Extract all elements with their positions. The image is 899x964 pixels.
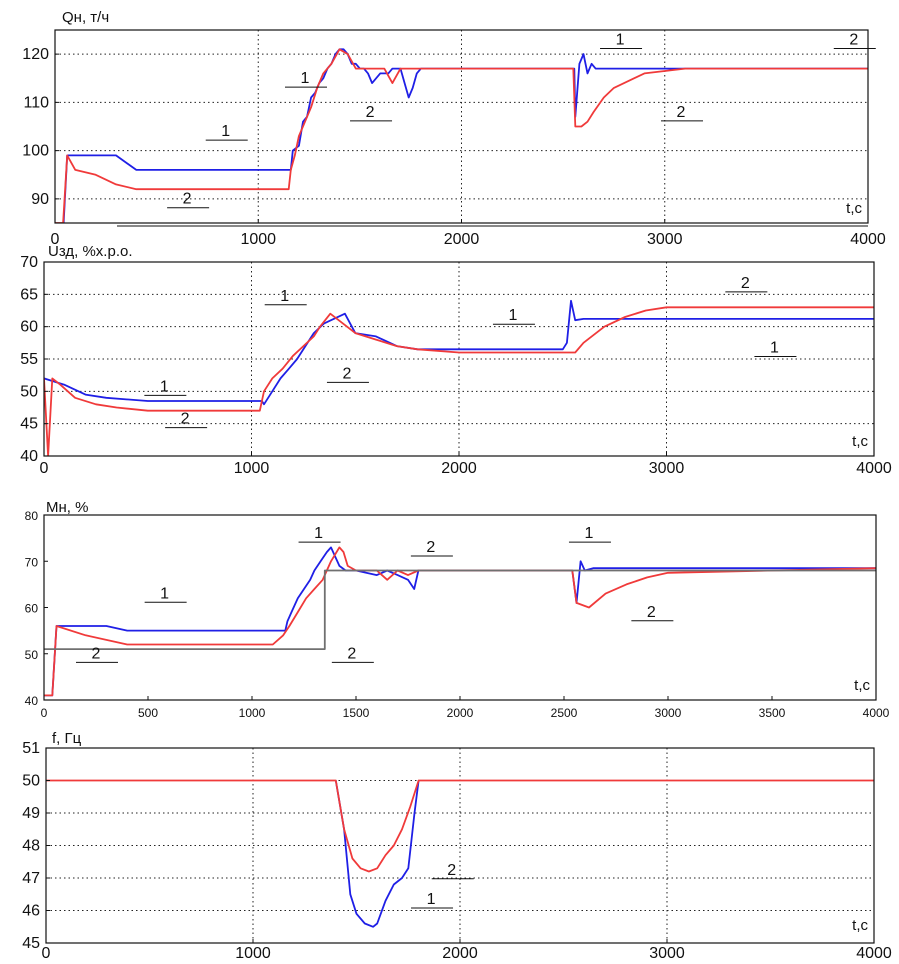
x-tick-label: 1500 [343, 706, 370, 720]
x-tick-label: 4000 [863, 706, 890, 720]
x-axis-label: t,c [852, 433, 868, 450]
y-tick-label: 110 [23, 94, 49, 111]
chart-panel-4: f, Гц 45 46 47 48 49 50 51 0 1000 2000 3000 4000 t,c 2… [22, 730, 892, 962]
y-tick-label: 100 [22, 143, 49, 160]
x-tick-label: 0 [41, 706, 48, 720]
y-tick-label: 50 [25, 648, 39, 662]
x-axis-label: t,c [854, 677, 870, 694]
y-tick-label: 55 [20, 351, 38, 368]
x-tick-label: 3000 [649, 945, 685, 959]
series-line-reference [44, 569, 876, 650]
series-annotation: 2 [741, 275, 750, 292]
x-tick-label: 1000 [239, 706, 266, 720]
x-tick-label: 2000 [441, 460, 477, 477]
series-line-series2 [44, 546, 876, 697]
plot-frame [54, 29, 869, 224]
y-tick-label: 70 [20, 254, 38, 271]
series-annotation: 1 [314, 525, 323, 542]
series-annotation: 2 [849, 31, 858, 48]
x-tick-label: 2000 [442, 945, 478, 959]
y-tick-label: 90 [31, 191, 49, 208]
chart-title: f, Гц [52, 730, 82, 747]
series-annotation: 1 [616, 31, 625, 48]
series-line-series1 [62, 48, 868, 223]
y-tick-label: 45 [20, 416, 38, 433]
x-tick-label: 3000 [655, 706, 682, 720]
series-annotation: 1 [770, 340, 779, 357]
x-axis-label: t,c [846, 200, 862, 217]
x-tick-label: 2500 [551, 706, 578, 720]
series-annotation: 2 [183, 191, 192, 208]
y-tick-label: 47 [22, 870, 40, 887]
series-annotation: 2 [677, 104, 686, 121]
x-tick-label: 0 [51, 231, 60, 248]
y-tick-label: 65 [20, 286, 38, 303]
series-annotation: 2 [181, 411, 190, 428]
x-tick-label: 3000 [647, 231, 683, 248]
y-tick-label: 80 [25, 509, 39, 523]
y-tick-label: 40 [20, 448, 38, 465]
y-tick-label: 51 [22, 740, 40, 757]
y-tick-label: 45 [22, 935, 40, 952]
chart-panel-1: Qн, т/ч 90 100 110 120 0 1000 2000 3000 4000 t,c 1 2… [22, 9, 886, 248]
series-annotation: 1 [160, 378, 169, 395]
series-annotation: 2 [342, 365, 351, 382]
x-tick-label: 0 [42, 945, 51, 959]
x-tick-label: 1000 [235, 945, 271, 959]
x-tick-label: 0 [40, 460, 49, 477]
series-annotation: 2 [647, 604, 656, 621]
y-tick-label: 40 [25, 694, 39, 708]
y-tick-label: 46 [22, 903, 40, 920]
chart-panel-2: Uзд, %х.р.о. 40 45 50 55 60 65 70 0 1000 2000 3000 4… [20, 243, 892, 477]
y-tick-label: 60 [25, 602, 39, 616]
series-annotation: 1 [160, 585, 169, 602]
series-line-series2 [44, 306, 874, 456]
y-tick-label: 70 [25, 555, 39, 569]
series-line-series1 [44, 299, 874, 406]
chart-title: Qн, т/ч [62, 9, 109, 26]
series-annotation: 2 [447, 862, 456, 879]
series-annotation: 1 [508, 307, 517, 324]
series-annotation: 1 [585, 525, 594, 542]
series-annotation: 1 [221, 123, 230, 140]
y-tick-label: 48 [22, 838, 40, 855]
x-tick-label: 3500 [759, 706, 786, 720]
series-line-series2 [46, 779, 874, 873]
y-tick-label: 49 [22, 805, 40, 822]
x-tick-label: 500 [138, 706, 158, 720]
series-annotation: 2 [366, 104, 375, 121]
x-tick-label: 3000 [649, 460, 685, 477]
x-tick-label: 2000 [447, 706, 474, 720]
y-tick-label: 60 [20, 319, 38, 336]
series-annotation: 2 [347, 645, 356, 662]
series-annotation: 2 [92, 645, 101, 662]
series-annotation: 1 [301, 70, 310, 87]
series-line-series1 [334, 780, 420, 928]
series-annotation: 2 [426, 539, 435, 556]
chart-title: Uзд, %х.р.о. [48, 243, 133, 260]
y-tick-label: 50 [20, 383, 38, 400]
x-tick-label: 4000 [856, 460, 892, 477]
x-tick-label: 2000 [444, 231, 480, 248]
chart-title: Мн, % [46, 499, 88, 516]
series-line-series2 [55, 48, 868, 223]
x-tick-label: 1000 [240, 231, 276, 248]
plot-frame [43, 514, 877, 701]
chart-panel-3: Мн, % 40 50 60 70 80 0 500 1000 1500 2000 2500 3000 3… [25, 499, 890, 720]
x-tick-label: 4000 [856, 945, 892, 959]
series-annotation: 1 [280, 288, 289, 305]
x-tick-label: 1000 [234, 460, 270, 477]
x-tick-label: 4000 [850, 231, 886, 248]
series-annotation: 1 [427, 891, 436, 908]
x-axis-label: t,c [852, 917, 868, 934]
y-tick-label: 50 [22, 773, 40, 790]
y-tick-label: 120 [22, 46, 49, 63]
